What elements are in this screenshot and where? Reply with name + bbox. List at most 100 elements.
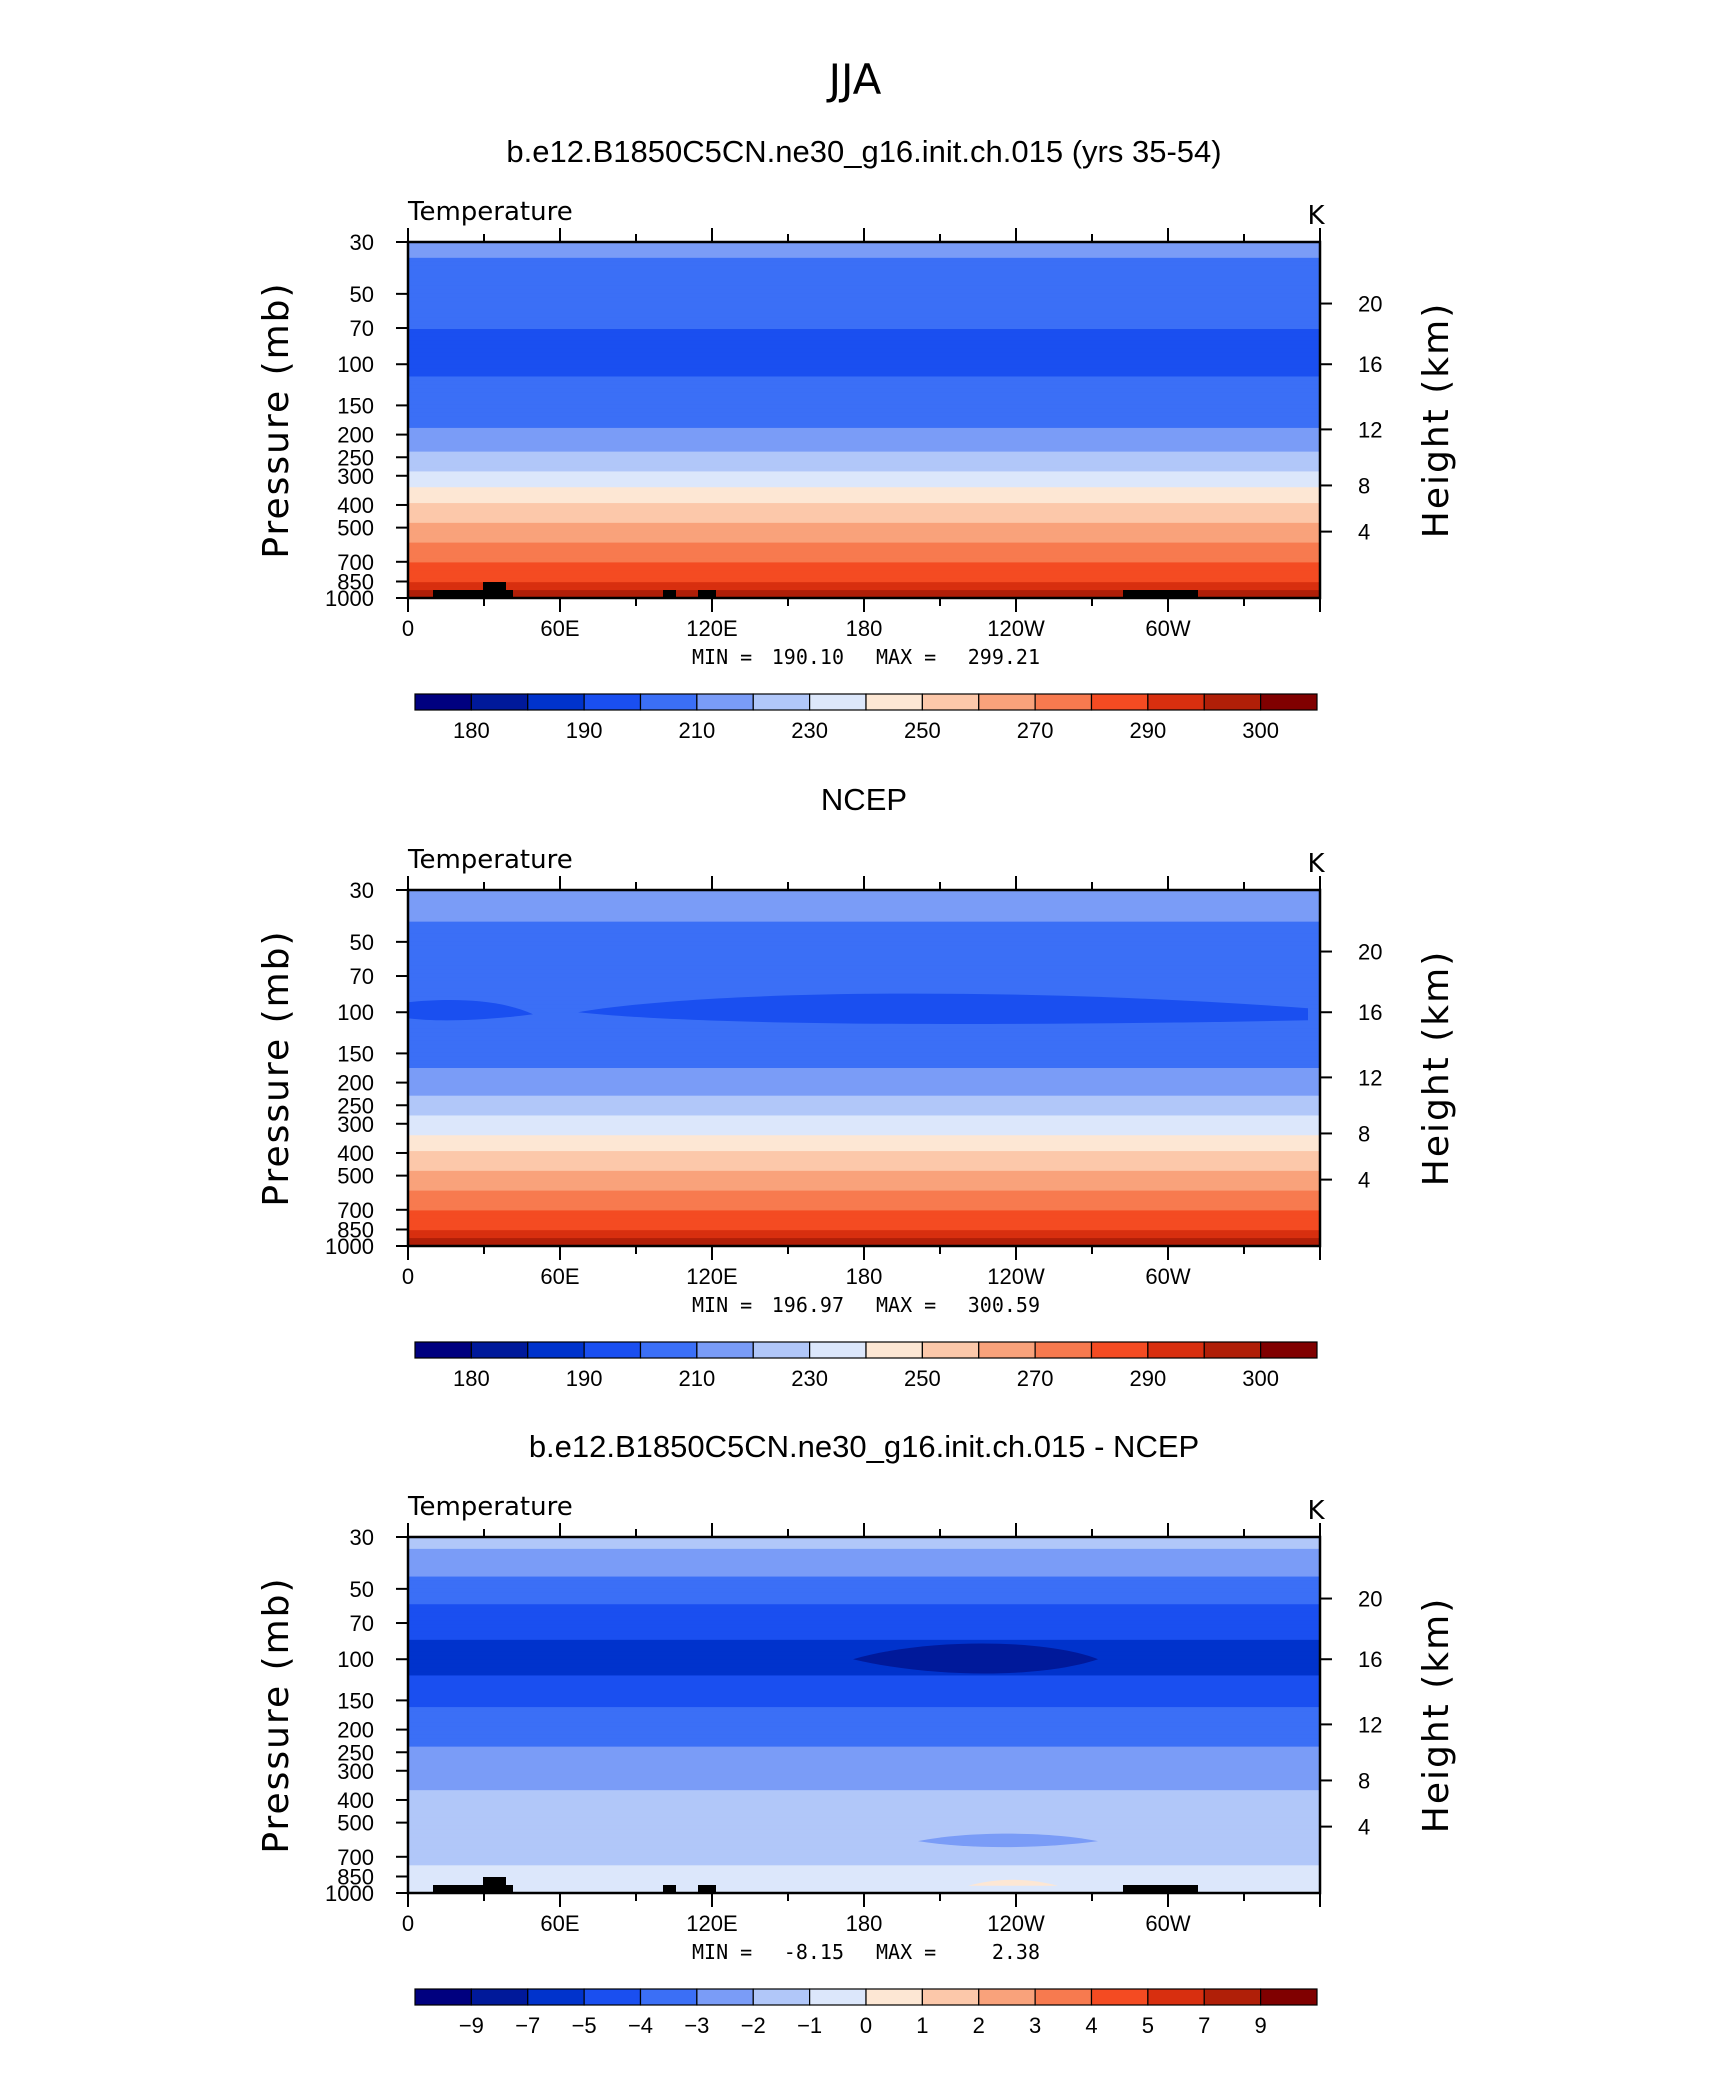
contour-band bbox=[408, 514, 1320, 520]
contour-band bbox=[408, 265, 1320, 271]
contour-band bbox=[408, 1040, 1320, 1046]
contour-band bbox=[408, 550, 1320, 556]
contour-band bbox=[408, 309, 1320, 315]
contour-band bbox=[408, 1857, 1320, 1863]
contour-band bbox=[408, 1044, 1320, 1050]
colorbar-box bbox=[527, 1341, 585, 1359]
contour-band bbox=[408, 1099, 1320, 1105]
contour-band bbox=[408, 945, 1320, 951]
colorbar-box bbox=[639, 1988, 698, 2006]
contour-band bbox=[408, 317, 1320, 323]
contour-band bbox=[408, 1568, 1320, 1574]
height-tick-label: 12 bbox=[1358, 1712, 1382, 1737]
contour-band bbox=[408, 909, 1320, 915]
contour-band bbox=[408, 1242, 1320, 1246]
contour-band bbox=[408, 257, 1320, 263]
panel-subtitle: NCEP bbox=[821, 782, 907, 817]
colorbar-box bbox=[1147, 1341, 1205, 1359]
contour-band bbox=[408, 1802, 1320, 1807]
height-tick-label: 20 bbox=[1358, 1587, 1382, 1612]
contour-band bbox=[408, 1659, 1320, 1665]
contour-band bbox=[408, 933, 1320, 939]
contour-band bbox=[408, 1600, 1320, 1606]
contour-band bbox=[408, 1218, 1320, 1224]
contour-band bbox=[408, 1754, 1320, 1760]
y-tick-label: 200 bbox=[337, 1718, 374, 1743]
contour-band bbox=[408, 929, 1320, 935]
topography-mask bbox=[698, 1885, 716, 1893]
y-tick-label: 850 bbox=[337, 570, 374, 595]
contour-band bbox=[408, 1068, 1320, 1073]
colorbar-label: 190 bbox=[566, 718, 603, 743]
contour-band bbox=[408, 1762, 1320, 1768]
colorbar-label: 250 bbox=[904, 1366, 941, 1391]
colorbar-box bbox=[1203, 693, 1262, 711]
contour-band bbox=[408, 336, 1320, 342]
contour-band bbox=[408, 273, 1320, 279]
contour-band bbox=[408, 1222, 1320, 1228]
right-axis-title: Height (km) bbox=[1416, 302, 1457, 538]
colorbar-label: −7 bbox=[515, 2013, 540, 2038]
contour-band bbox=[408, 1060, 1320, 1066]
x-tick-label: 120W bbox=[987, 1264, 1045, 1289]
contour-band bbox=[408, 1576, 1320, 1582]
colorbar-box bbox=[865, 693, 923, 711]
contour-band bbox=[408, 329, 1320, 334]
contour-band bbox=[408, 1540, 1320, 1546]
contour-band bbox=[408, 957, 1320, 963]
topography-mask bbox=[483, 582, 506, 598]
contour-band bbox=[408, 594, 1320, 598]
contour-band bbox=[408, 530, 1320, 536]
y-tick-label: 50 bbox=[350, 1577, 374, 1602]
contour-band bbox=[408, 1596, 1320, 1602]
contour-band bbox=[408, 297, 1320, 303]
contour-band bbox=[408, 1147, 1320, 1153]
contour-band bbox=[408, 1651, 1320, 1657]
contour-band bbox=[408, 1663, 1320, 1669]
contour-band bbox=[408, 1707, 1320, 1713]
y-tick-label: 150 bbox=[337, 393, 374, 418]
panel-subtitle: b.e12.B1850C5CN.ne30_g16.init.ch.015 (yr… bbox=[506, 134, 1221, 169]
contour-band bbox=[408, 977, 1320, 982]
contour-band bbox=[408, 1095, 1320, 1101]
units-label: K bbox=[1307, 849, 1325, 879]
contour-band bbox=[408, 1849, 1320, 1855]
units-label: K bbox=[1307, 1496, 1325, 1526]
contour-band bbox=[408, 495, 1320, 501]
contour-band bbox=[408, 285, 1320, 291]
contour-band bbox=[408, 1687, 1320, 1693]
min-label: MIN = bbox=[692, 1940, 752, 1964]
y-tick-label: 30 bbox=[350, 878, 374, 903]
contour-band bbox=[408, 1833, 1320, 1839]
colorbar-box bbox=[978, 1988, 1036, 2006]
colorbar-box bbox=[414, 1988, 472, 2006]
contour-band bbox=[408, 586, 1320, 592]
contour-band bbox=[408, 416, 1320, 421]
contour-band bbox=[408, 925, 1320, 931]
y-tick-label: 400 bbox=[337, 1788, 374, 1813]
contour-band bbox=[408, 1234, 1320, 1240]
colorbar-label: 300 bbox=[1242, 1366, 1279, 1391]
x-tick-label: 180 bbox=[846, 616, 883, 641]
colorbar-box bbox=[414, 693, 472, 711]
y-tick-label: 300 bbox=[337, 1759, 374, 1784]
colorbar-box bbox=[527, 1988, 585, 2006]
contour-band bbox=[408, 554, 1320, 560]
contour-blob bbox=[918, 1833, 1098, 1848]
colorbar-box bbox=[1034, 693, 1093, 711]
height-tick-label: 4 bbox=[1358, 520, 1370, 545]
contour-band bbox=[408, 1135, 1320, 1141]
y-tick-label: 700 bbox=[337, 1845, 374, 1870]
contour-band bbox=[408, 1048, 1320, 1054]
y-tick-label: 250 bbox=[337, 1093, 374, 1118]
colorbar-label: 230 bbox=[791, 718, 828, 743]
y-tick-label: 700 bbox=[337, 550, 374, 575]
max-value: 2.38 bbox=[992, 1940, 1040, 1964]
contour-band bbox=[408, 340, 1320, 346]
panel-2: NCEP Temperature K 0 60E 120E 180 120W 60W 30 50 70… bbox=[256, 782, 1457, 1391]
contour-band bbox=[408, 396, 1320, 402]
contour-band bbox=[408, 281, 1320, 287]
contour-band bbox=[408, 518, 1320, 524]
colorbar-box bbox=[527, 693, 585, 711]
y-tick-label: 150 bbox=[337, 1688, 374, 1713]
